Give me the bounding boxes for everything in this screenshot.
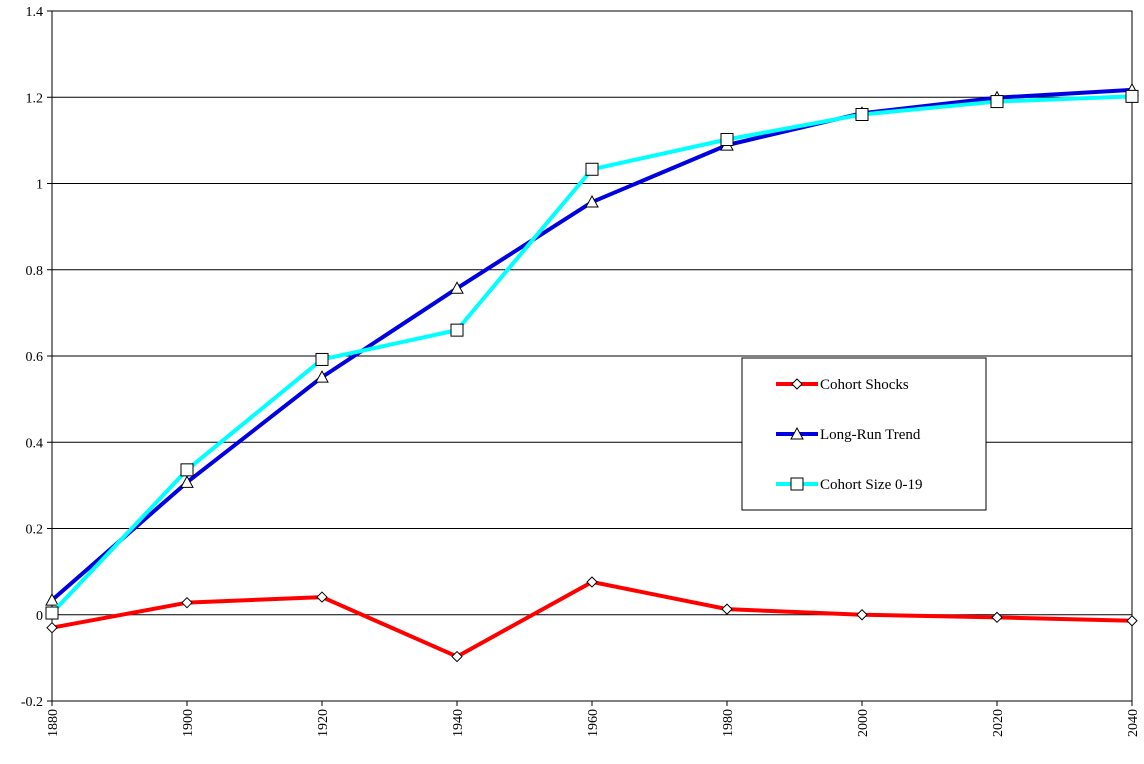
x-tick-label: 1980 <box>721 709 736 737</box>
y-tick-label: 0.4 <box>26 436 44 451</box>
data-point <box>1125 89 1139 103</box>
y-tick-label: 0.8 <box>26 264 44 279</box>
data-point <box>315 370 329 383</box>
data-point <box>585 162 599 176</box>
data-point <box>450 323 464 337</box>
data-point <box>180 463 194 477</box>
legend-marker <box>790 477 804 491</box>
data-point <box>855 108 869 121</box>
axes: -0.2 0 0.2 0.4 0.6 0.8 1 1.2 1.4 1880 1900 1920 1940… <box>21 5 1141 737</box>
legend: Cohort Shocks Long-Run Trend Cohort Size 0… <box>741 357 987 511</box>
legend-label: Cohort Shocks <box>820 377 909 393</box>
legend-marker <box>790 426 804 440</box>
data-point <box>586 576 598 588</box>
series-cohort-size-0-19 <box>45 89 1139 620</box>
data-point <box>46 621 58 634</box>
data-point <box>451 650 463 663</box>
series-line <box>51 579 1133 659</box>
data-point <box>1126 615 1138 627</box>
data-point <box>181 596 193 609</box>
series-cohort-shocks <box>46 576 1138 663</box>
y-tick-label: 0.2 <box>26 523 44 538</box>
data-point <box>316 591 328 603</box>
data-point <box>856 609 868 621</box>
x-tick-label: 2000 <box>856 709 871 737</box>
y-tick-label: 0.6 <box>26 350 44 365</box>
data-point <box>45 593 59 606</box>
legend-label: Cohort Size 0-19 <box>820 477 923 493</box>
legend-item: Cohort Shocks <box>776 377 909 393</box>
x-tick-label: 1940 <box>451 709 466 737</box>
x-tick-label: 1960 <box>586 709 601 737</box>
x-tick-label: 2020 <box>991 709 1006 737</box>
y-tick-label: 1.4 <box>26 5 44 20</box>
x-tick-label: 1920 <box>316 709 331 737</box>
gridlines <box>52 10 1132 702</box>
y-tick-label: 1.2 <box>26 91 44 106</box>
data-point <box>585 194 599 208</box>
x-tick-label: 1880 <box>46 709 61 737</box>
data-point <box>45 606 59 620</box>
data-point <box>315 352 329 366</box>
legend-label: Long-Run Trend <box>820 427 921 443</box>
data-point <box>720 133 734 147</box>
data-point <box>721 603 733 615</box>
series-lines <box>45 82 1139 663</box>
legend-item: Cohort Size 0-19 <box>776 477 923 493</box>
x-tick-label: 2040 <box>1126 709 1141 737</box>
series-long-run-trend <box>45 82 1139 606</box>
data-point <box>180 475 194 488</box>
legend-marker <box>791 378 803 390</box>
data-point <box>990 95 1004 109</box>
data-point <box>450 281 464 294</box>
y-tick-label: -0.2 <box>21 695 43 710</box>
data-point <box>991 611 1003 624</box>
y-tick-label: 0 <box>36 609 43 624</box>
y-tick-label: 1 <box>36 178 43 193</box>
legend-item: Long-Run Trend <box>776 426 921 443</box>
x-tick-label: 1900 <box>181 709 196 737</box>
